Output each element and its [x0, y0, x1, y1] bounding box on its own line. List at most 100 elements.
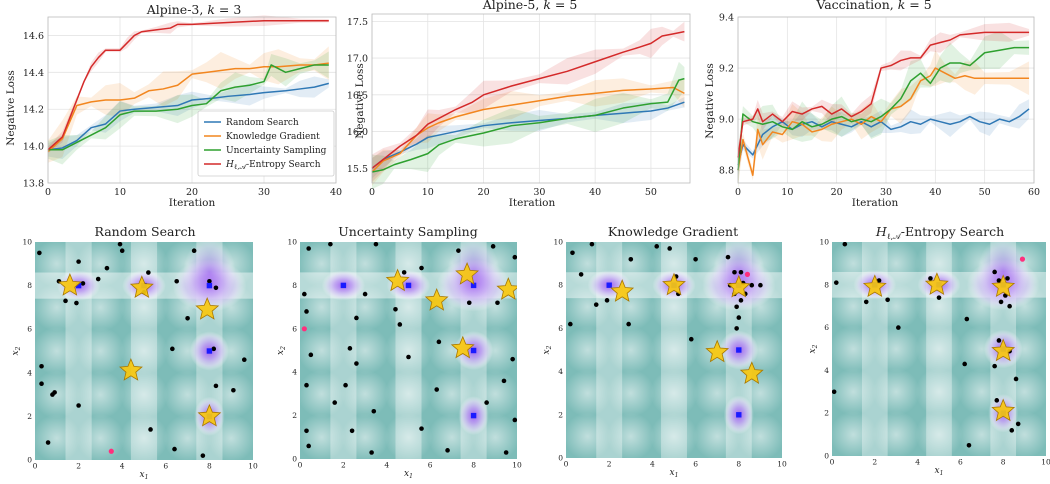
uncertainty-basin: [300, 370, 346, 418]
uncertainty-sample-point: [401, 270, 407, 275]
alpine5-title-suffix: = 5: [551, 0, 577, 12]
random-basin: [76, 370, 125, 419]
uncertainty-sample-point: [308, 352, 314, 358]
legend-label-knowledge: Knowledge Gradient: [226, 132, 320, 142]
knowledge-sample-point: [570, 250, 575, 256]
panel-alpine3: 0 10 20 30 40 13.8 14.0 14.2 14.4 14.6 Alpine-3, …: [5, 2, 342, 209]
knowledge-map-title: Knowledge Gradient: [608, 224, 738, 239]
random-sample-point: [148, 427, 153, 432]
vaccination-title-suffix: = 5: [905, 0, 931, 12]
alpine5-ytick-label: 16.5: [347, 90, 368, 101]
alpine5-title: Alpine-5, k = 5: [482, 0, 578, 12]
vaccination-xlabel: Iteration: [852, 197, 899, 209]
knowledge-sample-point: [593, 302, 599, 307]
random-sample-point: [104, 265, 110, 271]
legend-box: [197, 110, 335, 177]
uncertainty-ytick-label: 0: [292, 455, 297, 464]
uncertainty-basin: [384, 370, 433, 418]
random-sample-point: [213, 285, 219, 291]
alpine3-frame: [47, 16, 337, 184]
vaccination-title-k: k: [898, 0, 906, 12]
random-ytick-label: 2: [27, 412, 32, 421]
knowledge-xlabel: x1: [670, 468, 679, 479]
entropy-sample-point: [996, 338, 1002, 343]
random-sample-point: [207, 278, 212, 284]
random-sample-point: [39, 363, 44, 369]
entropy-xtick-label: 2: [872, 458, 877, 467]
knowledge-sample-point: [738, 269, 744, 275]
legend-entry-knowledge: Knowledge Gradient: [204, 132, 320, 142]
random-ytick-label: 10: [22, 238, 32, 247]
random-sample-point: [76, 259, 81, 264]
random-map-title: Random Search: [95, 224, 196, 239]
random-center-marker: [206, 282, 213, 289]
vaccination-xtick-label: 50: [979, 187, 991, 198]
entropy-sample-point: [962, 361, 967, 367]
uncertainty-xlabel-var: x: [404, 469, 409, 479]
knowledge-sample-point: [589, 242, 595, 247]
vaccination-band-random: [738, 99, 1030, 178]
entropy-sample-point: [1005, 276, 1010, 281]
knowledge-sample-point: [738, 298, 744, 303]
uncertainty-ytick-label: 4: [292, 368, 297, 377]
alpine3-ytick-label: 14.0: [23, 142, 44, 153]
uncertainty-sample-point: [373, 242, 379, 247]
random-xlabel-sub: 1: [145, 474, 149, 481]
random-sample-point: [37, 250, 42, 256]
vaccination-plot-area: 0 10 20 30 40 50 60 8.8 9.0 9.2 9.4: [719, 13, 1040, 199]
uncertainty-xtick-label: 8: [471, 461, 476, 470]
vaccination-xtick-label: 10: [781, 187, 793, 198]
random-ylabel: x2: [11, 346, 22, 355]
random-ytick-label: 4: [27, 368, 32, 377]
uncertainty-center-marker: [405, 282, 412, 289]
knowledge-sample-point: [734, 326, 739, 331]
uncertainty-basin: [384, 413, 433, 459]
alpine5-xlabel: Iteration: [509, 197, 556, 209]
random-star-marker: [57, 273, 82, 296]
random-sample-point: [95, 276, 101, 282]
entropy-sample-point: [1009, 428, 1015, 433]
random-sample-point: [172, 446, 177, 452]
entropy-ytick-label: 2: [824, 409, 829, 418]
alpine5-band-uncertainty: [372, 61, 685, 190]
uncertainty-sample-point: [510, 356, 515, 362]
random-ylabel-sub: 2: [15, 346, 22, 351]
random-basin: [76, 414, 125, 460]
alpine5-ytick-label: 17.0: [347, 54, 368, 65]
vaccination-ytick-label: 9.0: [719, 115, 734, 126]
uncertainty-center-marker: [470, 282, 477, 289]
entropy-xtick-label: 0: [830, 458, 835, 467]
random-sample-point: [174, 278, 179, 284]
random-star-marker: [197, 403, 222, 427]
alpine5-band-random: [372, 97, 685, 179]
knowledge-ylabel: x2: [542, 345, 553, 354]
knowledge-ylabel-var: x: [542, 349, 552, 354]
random-peak-halo: [183, 242, 236, 308]
alpine3-series-random: [47, 82, 329, 151]
knowledge-sample-point: [667, 246, 672, 251]
entropy-basin: [832, 325, 877, 373]
entropy-xtick-label: 8: [1001, 458, 1006, 467]
entropy-basin: [872, 368, 920, 416]
uncertainty-basin: [341, 326, 389, 375]
random-basin: [76, 327, 125, 375]
knowledge-xtick-label: 2: [607, 460, 612, 469]
uncertainty-star-marker: [450, 335, 475, 359]
random-sample-point: [146, 270, 151, 275]
entropy-ylabel-sub: 2: [812, 344, 819, 349]
random-sample-point: [74, 300, 79, 306]
uncertainty-sample-point: [466, 300, 472, 306]
random-sample-point: [50, 392, 55, 397]
alpine3-xtick-label: 40: [330, 187, 342, 198]
uncertainty-star-marker: [496, 277, 517, 300]
alpine5-xtick-label: 0: [369, 187, 375, 198]
legend-entry-random: Random Search: [204, 118, 299, 128]
alpine5-series-entropy: [371, 30, 685, 169]
random-xtick-label: 2: [76, 462, 81, 471]
legend-entropy-subscript: ℓ,𝒜: [234, 163, 248, 171]
vaccination-xtick-label: 0: [735, 187, 741, 198]
